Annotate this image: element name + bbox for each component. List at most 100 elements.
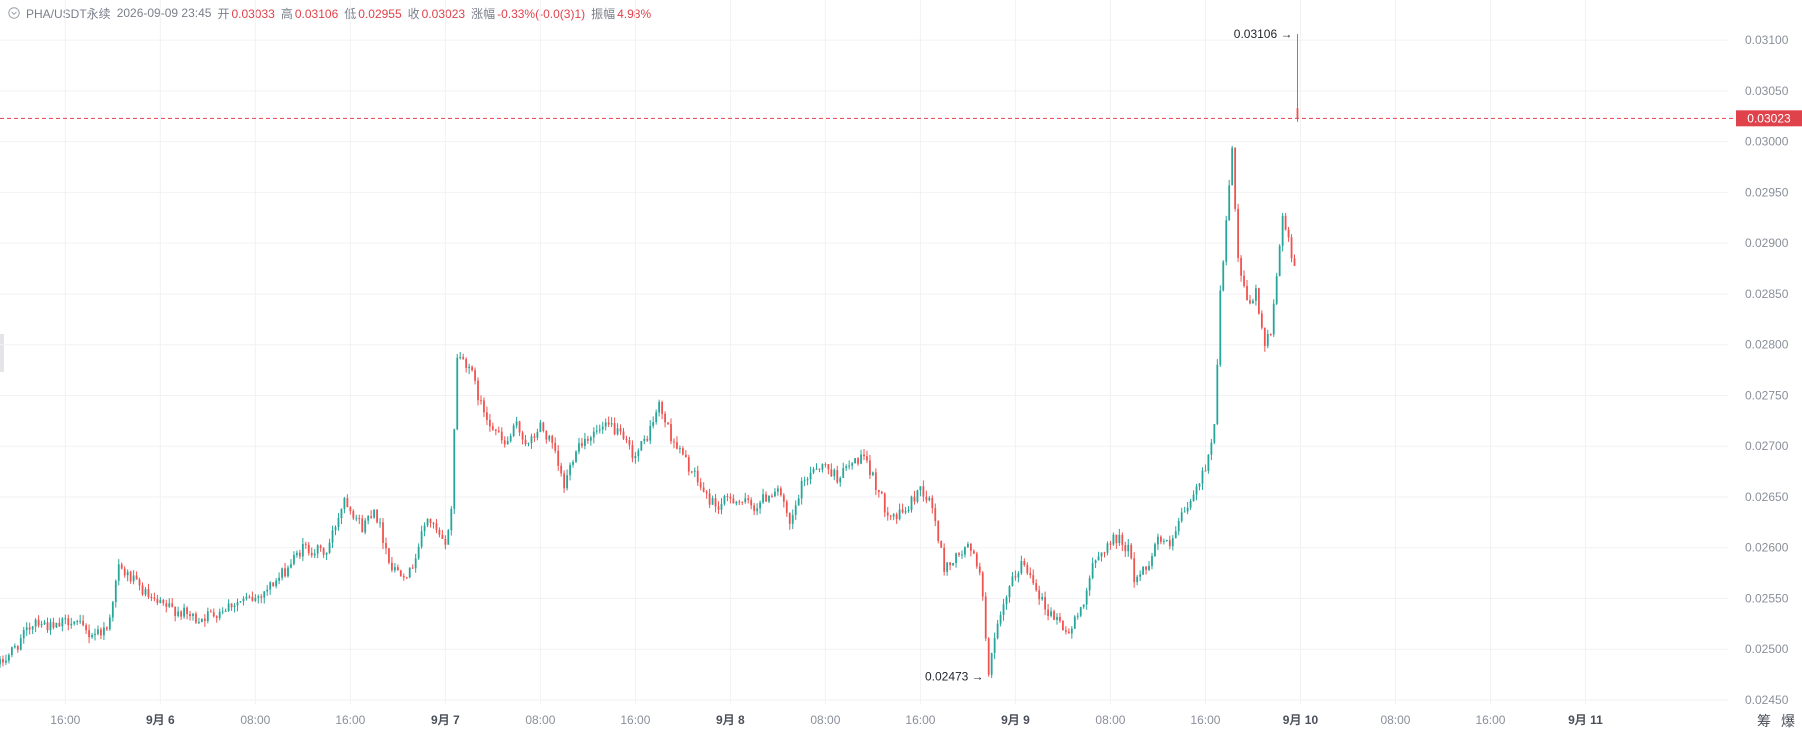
- candle-body: [1079, 607, 1082, 616]
- side-panel-handle[interactable]: [0, 334, 4, 372]
- candle-body: [1207, 454, 1210, 471]
- time-tick-label: 16:00: [1475, 713, 1505, 727]
- candle-body: [1115, 534, 1118, 544]
- candle-body: [1281, 215, 1284, 247]
- candle-body: [361, 518, 364, 533]
- candle-body: [331, 530, 334, 543]
- candle-body: [0, 659, 1, 665]
- candle-body: [13, 645, 16, 648]
- candle-body: [1290, 237, 1293, 259]
- candle-body: [114, 580, 117, 603]
- candle-body: [1278, 246, 1281, 277]
- candle-body: [539, 422, 542, 433]
- candle-body: [509, 435, 512, 442]
- candle-body: [554, 442, 557, 451]
- candle-body: [159, 599, 162, 603]
- candle-body: [483, 400, 485, 413]
- candle-body: [1097, 556, 1100, 561]
- price-tick-label: 0.03000: [1745, 135, 1789, 149]
- candle-body: [1044, 597, 1047, 610]
- candle-body: [1213, 424, 1216, 443]
- candle-body: [964, 547, 966, 555]
- candle-body: [1062, 620, 1064, 631]
- candle-body: [744, 498, 747, 502]
- time-tick-label: 08:00: [1380, 713, 1410, 727]
- candle-body: [346, 498, 349, 508]
- candle-body: [646, 438, 649, 441]
- candle-body: [1121, 534, 1124, 546]
- candle-body: [815, 468, 818, 470]
- candle-body: [497, 430, 500, 432]
- candle-body: [839, 477, 842, 483]
- candle-body: [334, 527, 337, 531]
- candle-body: [94, 633, 96, 636]
- amplitude-value: 4.98%: [617, 6, 652, 21]
- candle-body: [741, 501, 744, 503]
- amplitude-label: 振幅: [591, 6, 616, 21]
- open-label: 开: [217, 6, 230, 21]
- liquidation-button[interactable]: 爆: [1781, 714, 1795, 730]
- candle-body: [527, 443, 530, 445]
- candle-body: [337, 518, 340, 528]
- symbol-name[interactable]: PHA/USDT永续: [26, 6, 111, 21]
- price-axis[interactable]: 0.02450 0.02500 0.02550 0.02600 0.02650 0.027…: [1745, 33, 1789, 707]
- candle-body: [43, 622, 46, 625]
- candle-body: [1136, 576, 1139, 583]
- candle-body: [1171, 538, 1174, 547]
- candle-body: [993, 638, 996, 654]
- last-price-tag-label: 0.03023: [1747, 111, 1791, 125]
- candle-body: [782, 495, 785, 502]
- candle-body: [456, 357, 459, 430]
- corner-buttons[interactable]: 筹爆: [1757, 713, 1795, 730]
- candle-body: [589, 437, 592, 441]
- candle-body: [76, 621, 79, 623]
- candle-body: [530, 436, 533, 444]
- candle-body: [396, 567, 399, 571]
- candle-body: [996, 623, 999, 639]
- candle-body: [186, 607, 188, 615]
- candle-body: [809, 472, 812, 480]
- candle-body: [287, 567, 289, 577]
- candle-body: [548, 435, 551, 440]
- candle-body: [165, 603, 168, 607]
- candle-body: [31, 626, 34, 630]
- candle-body: [1130, 544, 1133, 559]
- candle-body: [533, 436, 536, 438]
- chevron-down-circle-icon[interactable]: [8, 7, 20, 19]
- candle-body: [1237, 208, 1240, 258]
- candle-body: [788, 512, 791, 524]
- candle-body: [756, 508, 759, 512]
- chips-button[interactable]: 筹: [1757, 713, 1771, 730]
- candle-body: [1005, 597, 1008, 605]
- candle-body: [676, 442, 678, 449]
- candle-body: [480, 400, 482, 402]
- candle-body: [759, 502, 761, 509]
- time-tick-label: 08:00: [810, 713, 840, 727]
- high-field: 高 0.03106: [281, 5, 338, 22]
- candle-body: [40, 624, 43, 626]
- candle-body: [699, 482, 702, 488]
- candle-body: [1266, 334, 1269, 346]
- candle-body: [566, 475, 568, 489]
- candle-body: [183, 607, 185, 617]
- candle-body: [126, 571, 129, 576]
- candle-body: [1257, 288, 1260, 314]
- candle-body: [171, 603, 174, 607]
- candle-body: [1231, 147, 1234, 186]
- candle-body: [1076, 615, 1079, 617]
- candle-body: [438, 529, 441, 535]
- candle-body: [465, 359, 468, 369]
- candle-body: [429, 518, 432, 523]
- candle-body: [88, 630, 90, 638]
- candle-body: [1053, 611, 1055, 620]
- candle-body: [771, 495, 773, 497]
- candle-body: [874, 472, 877, 490]
- time-axis[interactable]: 16:00 9月 6 08:00 16:00 9月 7 08:00 16:00 9月 8 08:…: [50, 713, 1603, 727]
- low-value: 0.02955: [358, 6, 402, 21]
- candle-body: [851, 463, 854, 466]
- candle-body: [860, 454, 862, 464]
- candle-body: [687, 457, 690, 472]
- time-tick-label: 08:00: [525, 713, 555, 727]
- candle-body: [1106, 543, 1109, 553]
